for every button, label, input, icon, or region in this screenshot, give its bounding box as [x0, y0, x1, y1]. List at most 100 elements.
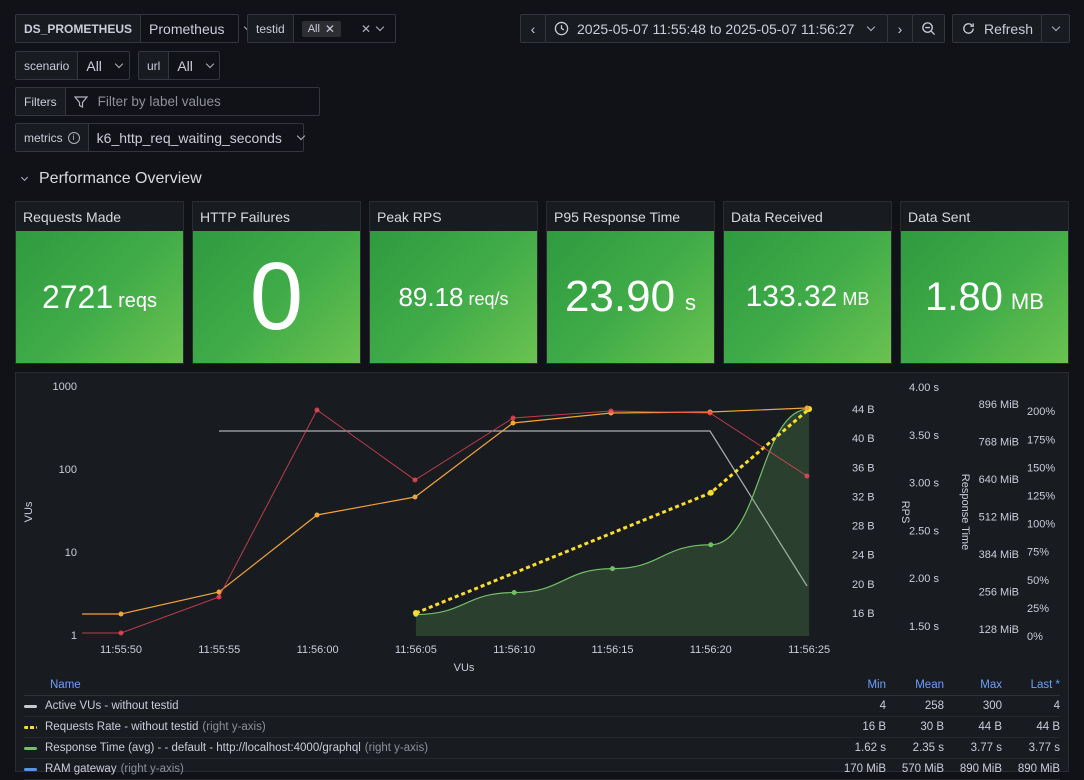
time-forward-button[interactable]: ›: [887, 14, 913, 43]
stat-panel-p95-response-time[interactable]: P95 Response Time 23.90 s: [546, 201, 715, 364]
legend-header-max[interactable]: Max: [980, 679, 1002, 691]
timeseries-chart[interactable]: 11:55:50 11:55:55 11:56:00 11:56:05 11:56:10…: [16, 373, 1068, 673]
legend-suffix: (right y-axis): [120, 763, 184, 775]
time-back-button[interactable]: ‹: [520, 14, 546, 43]
legend-min: 16 B: [862, 721, 886, 733]
testid-variable[interactable]: testid All ✕ ✕: [247, 14, 396, 43]
refresh-button[interactable]: Refresh: [952, 14, 1042, 43]
series-red-point: [412, 477, 418, 483]
right1-axis-tick: 20 B: [852, 579, 875, 591]
right2-axis-tick: 1.50 s: [909, 621, 939, 633]
legend-header-min[interactable]: Min: [867, 679, 886, 691]
right2-axis-label: RPS: [899, 501, 911, 524]
url-select[interactable]: All: [169, 52, 221, 79]
series-active-vus-line: [219, 430, 808, 587]
datasource-label: DS_PROMETHEUS: [16, 15, 142, 42]
right1-axis-tick: 44 B: [852, 404, 875, 416]
filters-variable[interactable]: Filters Filter by label values: [15, 87, 320, 116]
legend-name: Requests Rate - without testid: [45, 721, 199, 733]
chevron-down-icon: [296, 131, 306, 141]
zoom-out-button[interactable]: [912, 14, 945, 43]
legend-mean: 30 B: [920, 721, 944, 733]
series-response-time-point: [610, 566, 615, 572]
right3-axis-tick: 512 MiB: [979, 512, 1019, 524]
series-response-time-area: [415, 409, 810, 636]
chevron-left-icon: ‹: [530, 20, 536, 37]
stat-unit: s: [685, 290, 697, 315]
series-orange-point: [118, 611, 124, 617]
right4-axis-tick: 175%: [1027, 434, 1055, 446]
datasource-select[interactable]: Prometheus: [141, 15, 258, 42]
stat-body: 23.90 s: [547, 231, 714, 363]
right3-axis-tick: 896 MiB: [979, 399, 1019, 411]
stat-panel-requests-made[interactable]: Requests Made 2721 reqs: [15, 201, 184, 364]
legend-row-ram-gateway[interactable]: RAM gateway (right y-axis) 170 MiB 570 Mi…: [24, 759, 1060, 780]
right1-axis-tick: 28 B: [852, 521, 875, 533]
legend-row-requests-rate[interactable]: Requests Rate - without testid (right y-a…: [24, 717, 1060, 738]
stat-panel-data-sent[interactable]: Data Sent 1.80 MB: [900, 201, 1069, 364]
stat-panel-data-received[interactable]: Data Received 133.32 MB: [723, 201, 892, 364]
right3-axis-label: Response Time: [959, 474, 971, 550]
filters-input[interactable]: Filter by label values: [66, 88, 229, 115]
collapse-chevron-icon[interactable]: [20, 173, 29, 182]
series-orange-point: [216, 589, 222, 595]
legend-max: 3.77 s: [970, 742, 1002, 754]
legend-min: 4: [879, 700, 886, 712]
scenario-variable[interactable]: scenario All: [15, 51, 130, 80]
left-axis-tick: 1: [71, 630, 77, 642]
scenario-select[interactable]: All: [78, 52, 130, 79]
right1-axis-tick: 36 B: [852, 462, 875, 474]
timeseries-panel[interactable]: 11:55:50 11:55:55 11:56:00 11:56:05 11:56:10…: [15, 372, 1069, 780]
legend-header-mean[interactable]: Mean: [915, 679, 944, 691]
datasource-variable[interactable]: DS_PROMETHEUS Prometheus: [15, 14, 252, 43]
row-header[interactable]: Performance Overview: [20, 170, 202, 188]
url-label: url: [139, 52, 170, 79]
left-axis-tick: 10: [65, 547, 77, 559]
legend-suffix: (right y-axis): [202, 721, 266, 733]
scenario-label: scenario: [16, 52, 79, 79]
clock-icon: [554, 21, 569, 36]
right2-axis-tick: 2.50 s: [909, 525, 939, 537]
stat-panel-http-failures[interactable]: HTTP Failures 0: [192, 201, 361, 364]
right2-axis-tick: 3.00 s: [909, 478, 939, 490]
refresh-label: Refresh: [983, 20, 1034, 37]
series-response-time-point: [511, 590, 517, 596]
legend-name: Response Time (avg) - - default - http:/…: [45, 742, 361, 754]
right4-axis-tick: 125%: [1027, 491, 1055, 503]
legend-swatch: [24, 704, 37, 708]
series-orange-point: [510, 420, 516, 426]
left-axis-tick: 1000: [53, 381, 77, 393]
time-range-picker[interactable]: 2025-05-07 11:55:48 to 2025-05-07 11:56:…: [545, 14, 888, 43]
testid-select[interactable]: All ✕ ✕: [294, 15, 391, 42]
close-icon[interactable]: ✕: [324, 21, 335, 36]
metrics-variable[interactable]: metrics i k6_http_req_waiting_seconds: [15, 123, 306, 152]
series-red-point: [314, 407, 320, 413]
legend-row-active-vus[interactable]: Active VUs - without testid 4 258 300 4: [24, 696, 1060, 717]
refresh-interval-button[interactable]: [1041, 14, 1070, 43]
x-tick-label: 11:56:20: [690, 644, 732, 656]
stat-value: 2721: [41, 278, 114, 315]
stat-unit: reqs: [118, 289, 158, 312]
info-icon[interactable]: i: [67, 131, 80, 144]
stat-value: 89.18: [398, 281, 464, 312]
x-tick-label: 11:56:05: [395, 644, 437, 656]
stat-panel-peak-rps[interactable]: Peak RPS 89.18 req/s: [369, 201, 538, 364]
legend-row-response-time[interactable]: Response Time (avg) - - default - http:/…: [24, 738, 1060, 759]
legend-swatch: [24, 746, 37, 750]
legend-header-last[interactable]: Last *: [1030, 679, 1060, 691]
filters-label: Filters: [16, 88, 66, 115]
chevron-right-icon: ›: [897, 20, 903, 37]
legend-header-name[interactable]: Name: [50, 679, 81, 691]
series-response-time-point: [708, 542, 714, 548]
series-red-point: [707, 410, 713, 416]
x-tick-label: 11:56:10: [493, 644, 535, 656]
clear-icon[interactable]: ✕: [360, 21, 372, 36]
testid-chip[interactable]: All ✕: [301, 20, 341, 37]
url-variable[interactable]: url All: [138, 51, 220, 80]
x-tick-label: 11:56:25: [788, 644, 830, 656]
metrics-select[interactable]: k6_http_req_waiting_seconds: [89, 124, 312, 151]
chevron-down-icon: [114, 59, 124, 69]
legend-header: Name Min Mean Max Last *: [24, 675, 1060, 696]
right4-axis-tick: 75%: [1027, 547, 1049, 559]
stat-value: 1.80: [925, 274, 1003, 319]
